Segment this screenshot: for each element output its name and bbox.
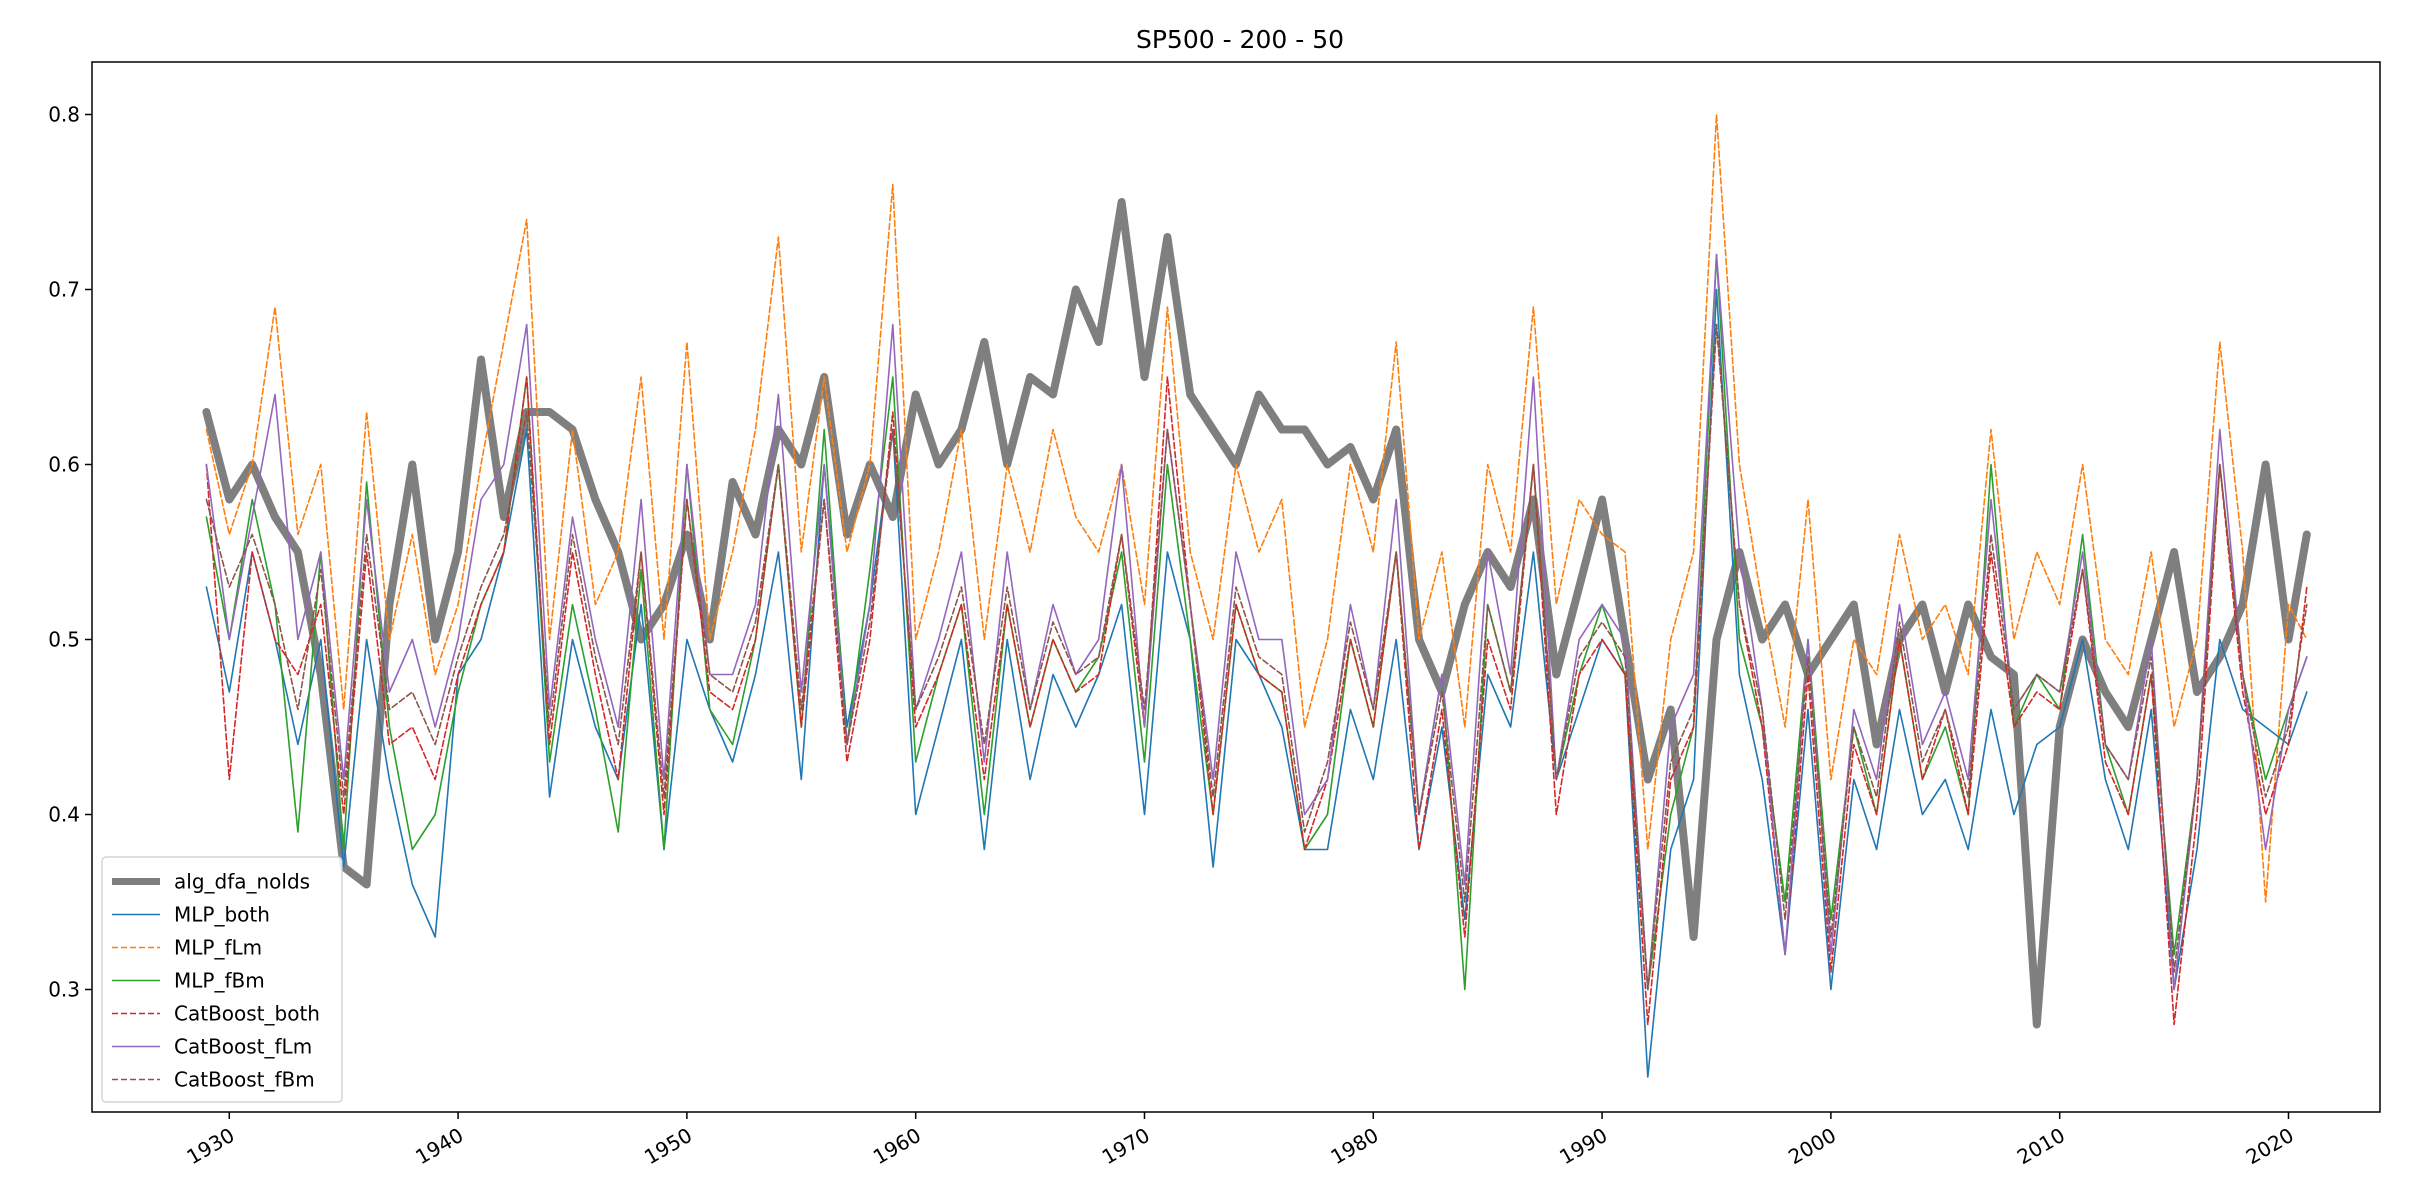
y-tick-label: 0.8 — [48, 103, 80, 127]
legend-label: CatBoost_both — [174, 1002, 320, 1026]
series-line-CatBoost_both — [205, 323, 2308, 1026]
legend-label: alg_dfa_nolds — [174, 870, 310, 894]
legend-label: MLP_both — [174, 903, 270, 927]
y-tick-label: 0.3 — [48, 978, 80, 1002]
series-line-alg_dfa_nolds — [202, 198, 2311, 1029]
series-line-MLP_fLm — [205, 113, 2308, 903]
chart-title: SP500 - 200 - 50 — [1136, 25, 1344, 54]
y-axis: 0.3 0.4 0.5 0.6 0.7 0.8 — [48, 103, 92, 1002]
legend-label: MLP_fLm — [174, 936, 262, 960]
legend: alg_dfa_nolds MLP_both MLP_fLm MLP_fBm CatBo… — [101, 856, 343, 1103]
legend-box — [101, 856, 343, 1103]
series-line-CatBoost_fLm — [205, 253, 2308, 991]
legend-label: MLP_fBm — [174, 969, 265, 993]
series-line-CatBoost_fBm — [205, 323, 2308, 991]
y-tick-label: 0.7 — [48, 278, 80, 302]
legend-label: CatBoost_fBm — [174, 1068, 315, 1092]
y-tick-label: 0.4 — [48, 803, 80, 827]
plot-frame — [91, 61, 2381, 1113]
plot-lines — [202, 113, 2311, 1078]
legend-label: CatBoost_fLm — [174, 1035, 312, 1059]
y-tick-label: 0.6 — [48, 453, 80, 477]
y-tick-label: 0.5 — [48, 628, 80, 652]
